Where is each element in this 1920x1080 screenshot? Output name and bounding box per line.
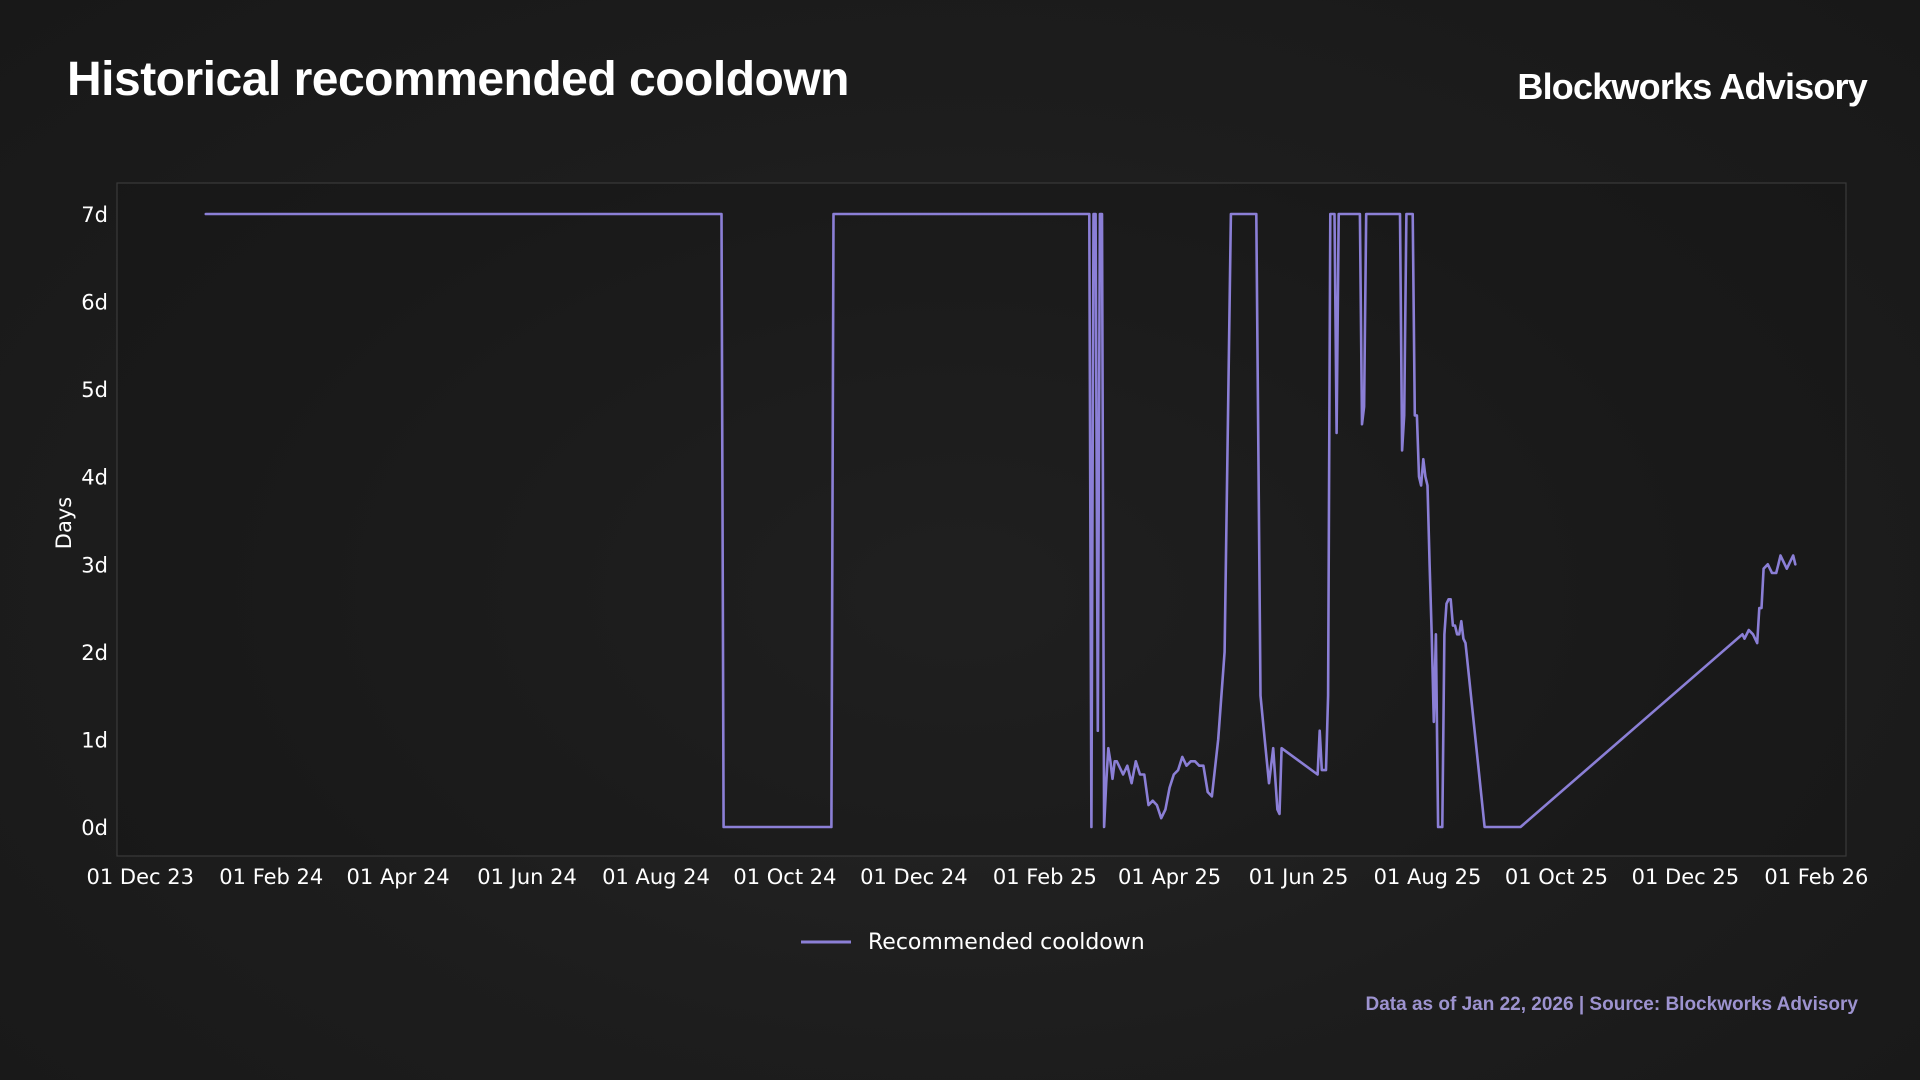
source-note: Data as of Jan 22, 2026 | Source: Blockw… [1365,994,1859,1015]
y-tick-label: 6d [81,291,108,315]
y-axis: 0d 1d 2d 3d 4d 5d 6d 7d [81,203,108,840]
x-tick-label: 01 Jun 24 [477,865,577,889]
x-axis: 01 Dec 23 01 Feb 24 01 Apr 24 01 Jun 24 01 A… [87,865,1869,889]
x-tick-label: 01 Oct 24 [733,865,836,889]
y-axis-label: Days [52,497,76,549]
plot-area [116,182,1847,857]
x-tick-label: 01 Dec 23 [87,865,194,889]
x-tick-label: 01 Aug 24 [602,865,710,889]
x-tick-label: 01 Feb 25 [993,865,1097,889]
x-tick-label: 01 Feb 26 [1764,865,1868,889]
y-tick-label: 7d [81,203,108,227]
x-tick-label: 01 Apr 25 [1118,865,1221,889]
brand-logo-text: Blockworks Advisory [1517,66,1867,107]
y-tick-label: 4d [81,466,108,490]
page-title: Historical recommended cooldown [67,53,849,106]
x-tick-label: 01 Feb 24 [219,865,323,889]
x-tick-label: 01 Dec 24 [860,865,967,889]
legend-label: Recommended cooldown [868,930,1145,955]
x-tick-label: 01 Jun 25 [1249,865,1349,889]
x-tick-label: 01 Dec 25 [1632,865,1739,889]
series-line [204,212,1797,829]
x-tick-label: 01 Aug 25 [1374,865,1482,889]
y-tick-label: 5d [81,378,108,402]
y-tick-label: 3d [81,553,108,577]
x-tick-label: 01 Apr 24 [347,865,450,889]
y-tick-label: 1d [81,728,108,752]
x-tick-label: 01 Oct 25 [1505,865,1608,889]
y-tick-label: 0d [81,816,108,840]
y-tick-label: 2d [81,641,108,665]
series-group [204,212,1797,829]
legend: Recommended cooldown [801,930,1145,955]
